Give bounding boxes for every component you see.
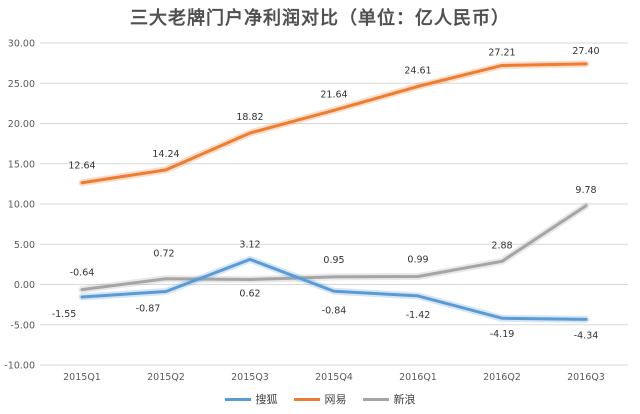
x-tick-label: 2016Q3 [567, 372, 605, 383]
data-label: -4.34 [574, 330, 599, 341]
legend-label: 搜狐 [255, 393, 278, 406]
legend-item: 搜狐 [224, 391, 278, 407]
data-label: 0.62 [239, 289, 260, 300]
y-tick-label: 20.00 [8, 119, 35, 130]
y-tick-label: -10.00 [4, 361, 35, 372]
legend-swatch [362, 397, 389, 401]
data-label: -1.55 [52, 309, 77, 320]
legend-label: 新浪 [393, 393, 416, 406]
data-label: 18.82 [236, 112, 263, 123]
data-label: -0.64 [70, 268, 95, 279]
data-label: -4.19 [490, 329, 515, 340]
legend-item: 新浪 [362, 391, 416, 407]
chart-title: 三大老牌门户净利润对比（单位：亿人民币） [130, 8, 510, 29]
series-line-1 [80, 62, 588, 185]
y-tick-label: 10.00 [8, 200, 35, 211]
x-tick-label: 2015Q4 [315, 372, 353, 383]
data-label: 0.99 [407, 255, 428, 266]
legend-item: 网易 [293, 391, 347, 407]
data-label: 21.64 [320, 89, 347, 100]
y-tick-label: 25.00 [8, 79, 35, 90]
y-tick-label: 30.00 [8, 39, 35, 50]
chart-legend: 搜狐 网易 新浪 [0, 391, 640, 407]
data-label: -1.42 [406, 310, 431, 321]
data-label: 3.12 [239, 239, 260, 250]
legend-swatch [293, 397, 320, 401]
data-label: 27.40 [572, 46, 599, 57]
x-tick-label: 2016Q1 [399, 372, 437, 383]
series-line-0 [80, 257, 588, 321]
data-label: 0.72 [153, 249, 174, 260]
legend-swatch [224, 397, 251, 401]
y-tick-label: 5.00 [14, 240, 35, 251]
y-tick-label: -5.00 [10, 320, 35, 331]
data-label: 24.61 [404, 65, 431, 76]
data-label: -0.87 [136, 304, 161, 315]
x-tick-label: 2015Q3 [231, 372, 269, 383]
data-label: 0.95 [323, 255, 344, 266]
data-label: 27.21 [488, 47, 515, 58]
y-tick-label: 0.00 [14, 280, 35, 291]
y-tick-label: 15.00 [8, 159, 35, 170]
x-tick-label: 2016Q2 [483, 372, 521, 383]
x-tick-label: 2015Q1 [63, 372, 101, 383]
legend-label: 网易 [324, 393, 347, 406]
data-label: 2.88 [491, 240, 512, 251]
data-label: -0.84 [322, 305, 347, 316]
data-label: 14.24 [152, 149, 179, 160]
data-label: 9.78 [575, 185, 596, 196]
series-line-2 [80, 204, 588, 292]
data-label: 12.64 [68, 161, 95, 172]
x-tick-label: 2015Q2 [147, 372, 185, 383]
